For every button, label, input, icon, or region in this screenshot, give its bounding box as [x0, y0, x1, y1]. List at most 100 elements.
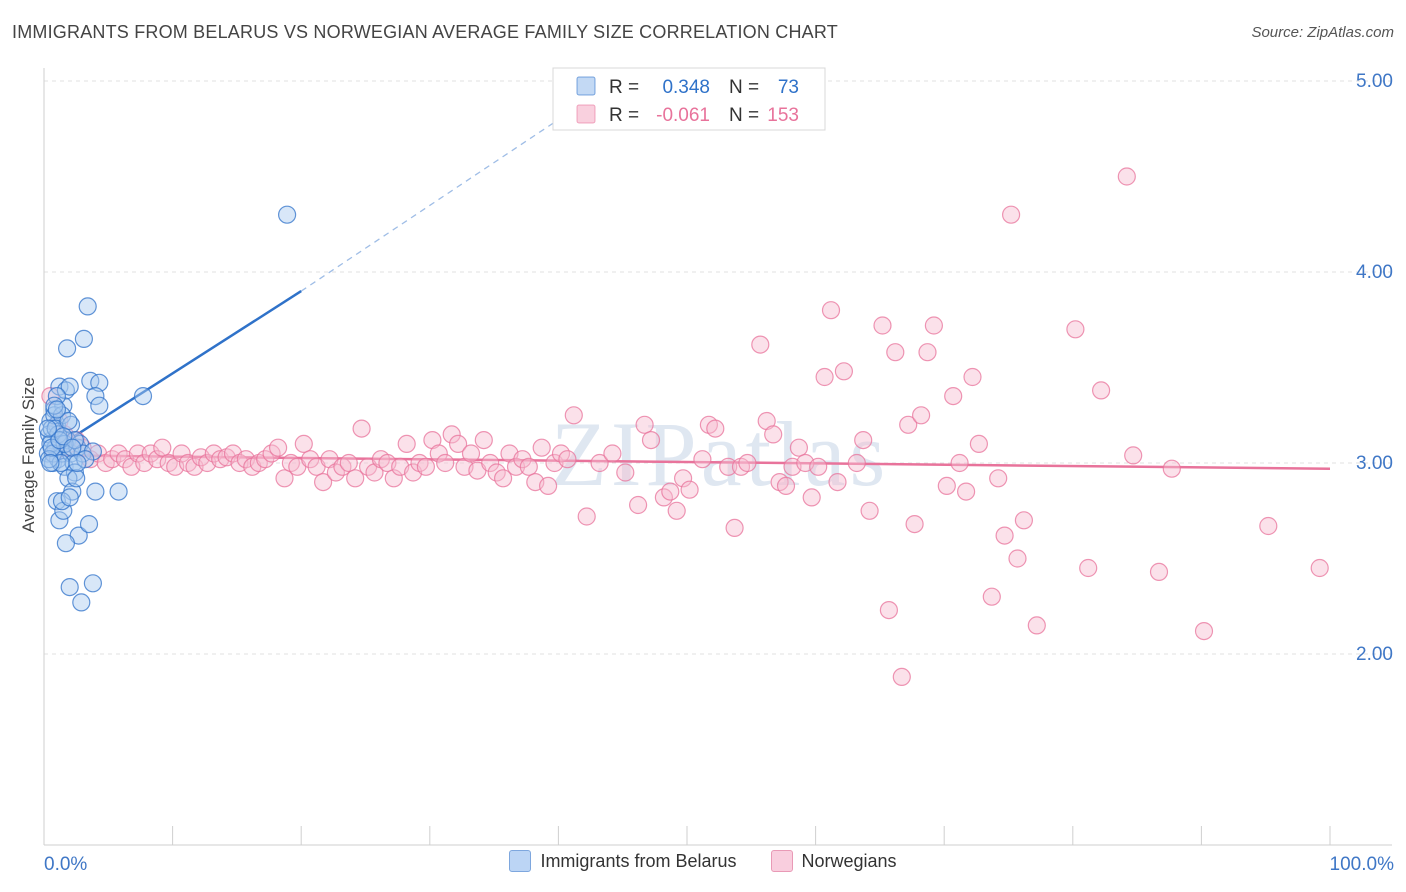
point-norwegians-49 [352, 419, 371, 438]
point-norwegians-101 [738, 453, 757, 473]
point-belarus-34 [83, 574, 103, 593]
series-legend: Immigrants from Belarus Norwegians [0, 850, 1406, 872]
point-norwegians-37 [275, 469, 294, 488]
legend-swatch-blue [509, 850, 532, 872]
point-norwegians-127 [924, 316, 944, 335]
point-norwegians-74 [513, 450, 532, 469]
point-norwegians-124 [911, 406, 931, 425]
chart-title: IMMIGRANTS FROM BELARUS VS NORWEGIAN AVE… [12, 22, 838, 42]
point-belarus-38 [78, 297, 97, 316]
point-belarus-35 [72, 593, 91, 612]
x-tick-label-max: 100.0% [1330, 854, 1395, 875]
point-norwegians-21 [172, 444, 191, 463]
point-norwegians-146 [1149, 562, 1169, 582]
point-norwegians-97 [706, 419, 725, 438]
point-norwegians-130 [950, 453, 969, 473]
point-norwegians-87 [628, 495, 648, 515]
point-belarus-41 [86, 387, 105, 406]
point-norwegians-141 [1066, 320, 1085, 339]
point-norwegians-121 [886, 343, 905, 362]
point-norwegians-40 [294, 434, 313, 453]
point-norwegians-108 [789, 438, 809, 457]
x-tick-labels: 0.0% 100.0% [44, 854, 1394, 875]
y-tick-labels: 2.00 3.00 4.00 5.00 [1356, 71, 1393, 665]
stats-legend-box [552, 67, 826, 131]
legend-item-belarus: Immigrants from Belarus [509, 850, 737, 872]
point-norwegians-71 [494, 469, 513, 488]
point-norwegians-145 [1124, 446, 1143, 465]
point-norwegians-129 [944, 387, 963, 406]
point-norwegians-99 [725, 518, 744, 538]
point-norwegians-64 [449, 434, 468, 453]
point-belarus-57 [42, 438, 61, 457]
point-norwegians-139 [1014, 511, 1034, 530]
point-belarus-68 [41, 453, 60, 473]
point-norwegians-86 [616, 463, 635, 482]
point-norwegians-128 [937, 476, 956, 495]
point-belarus-36 [57, 339, 77, 358]
point-belarus-43 [83, 442, 103, 461]
point-norwegians-85 [603, 444, 622, 463]
point-belarus-32 [56, 534, 76, 553]
point-norwegians-43 [314, 473, 333, 492]
stats-r-label-1: R = [609, 105, 639, 126]
point-norwegians-140 [1027, 616, 1046, 635]
gridlines [44, 80, 1392, 655]
point-norwegians-66 [461, 444, 481, 463]
point-norwegians-73 [506, 457, 526, 476]
point-norwegians-93 [673, 469, 693, 488]
point-norwegians-56 [397, 434, 416, 453]
point-norwegians-144 [1117, 167, 1136, 186]
source-label: Source: ZipAtlas.com [1251, 24, 1394, 41]
point-norwegians-135 [989, 469, 1008, 488]
stats-r-label-0: R = [609, 77, 639, 98]
point-norwegians-83 [577, 507, 596, 526]
axes [43, 68, 1392, 846]
point-norwegians-114 [828, 473, 847, 492]
point-belarus-66 [133, 387, 153, 406]
y-tick-label-3: 5.00 [1356, 71, 1393, 92]
point-norwegians-98 [719, 457, 738, 476]
point-norwegians-148 [1194, 621, 1214, 641]
point-norwegians-63 [442, 425, 461, 444]
point-norwegians-81 [558, 450, 577, 469]
point-norwegians-75 [519, 457, 538, 476]
point-norwegians-68 [474, 431, 493, 450]
stats-legend: R = 0.348 N = 73 R = -0.061 N = 153 [552, 67, 826, 131]
point-belarus-33 [60, 577, 79, 597]
point-norwegians-95 [693, 450, 712, 469]
x-tick-label-min: 0.0% [44, 854, 87, 875]
point-belarus-61 [38, 419, 58, 438]
point-norwegians-133 [969, 434, 989, 453]
trend-belarus [49, 290, 302, 453]
point-belarus-29 [67, 469, 86, 488]
point-belarus-69 [47, 400, 67, 419]
point-norwegians-119 [873, 316, 892, 335]
point-norwegians-134 [982, 587, 1001, 606]
point-norwegians-136 [995, 526, 1014, 545]
point-norwegians-41 [301, 450, 320, 469]
point-norwegians-89 [641, 431, 661, 450]
point-norwegians-54 [384, 469, 403, 488]
point-norwegians-88 [635, 415, 654, 434]
point-norwegians-111 [809, 457, 828, 476]
stats-swatch-1 [576, 104, 596, 124]
point-norwegians-77 [532, 438, 551, 457]
point-norwegians-92 [667, 501, 686, 520]
point-norwegians-62 [436, 453, 455, 473]
stats-n-value-0: 73 [778, 77, 799, 98]
point-norwegians-36 [269, 438, 288, 457]
point-norwegians-59 [416, 457, 435, 476]
legend-swatch-pink [770, 850, 793, 872]
point-norwegians-147 [1162, 459, 1181, 478]
data-points [38, 167, 1329, 687]
point-norwegians-106 [776, 476, 796, 495]
stats-swatch-0 [576, 76, 596, 96]
point-belarus-17 [60, 377, 79, 396]
point-norwegians-149 [1259, 516, 1278, 536]
stats-r-value-1: -0.061 [656, 105, 710, 126]
y-tick-label-1: 3.00 [1356, 453, 1393, 474]
point-norwegians-17 [148, 450, 167, 469]
point-norwegians-48 [346, 469, 365, 488]
point-norwegians-123 [899, 415, 918, 434]
